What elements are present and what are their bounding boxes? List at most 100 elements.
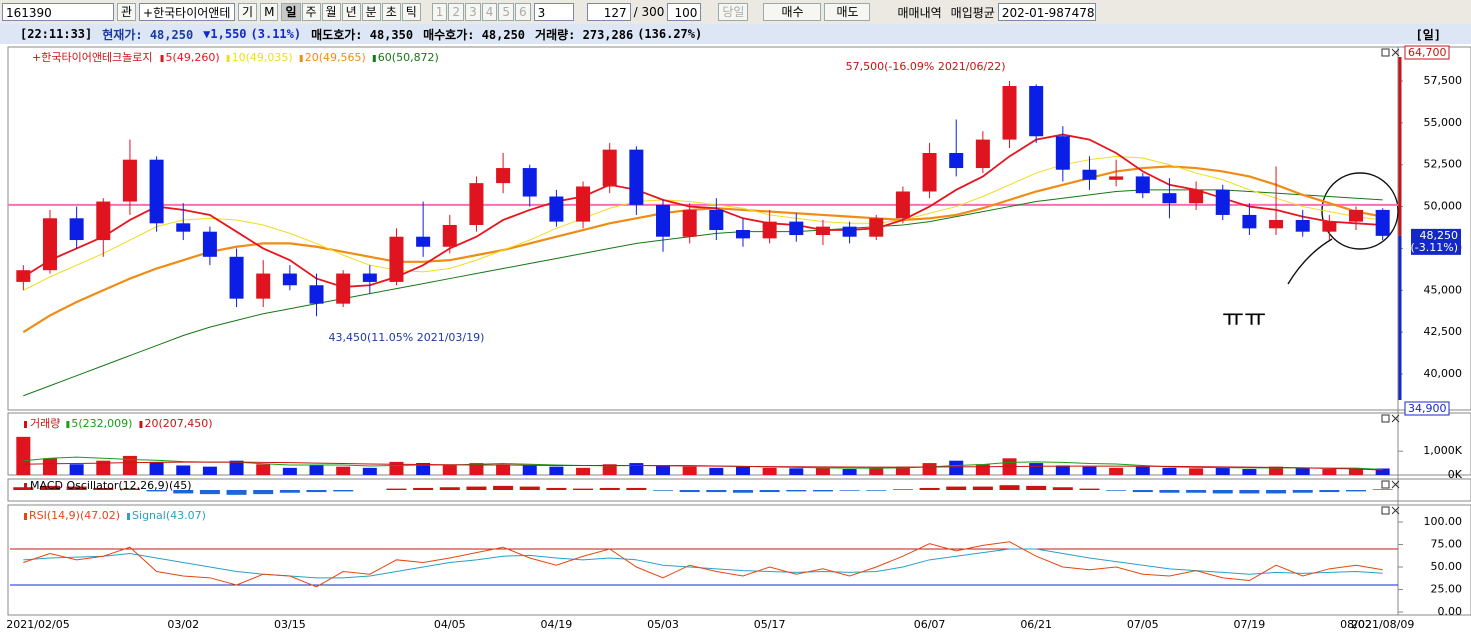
volume-bar [442, 465, 457, 475]
volume-ma-line [23, 461, 1383, 471]
avg-buy-check[interactable]: 매입평균 [950, 5, 995, 20]
period-button[interactable]: 년 [341, 3, 361, 21]
candle-body [1322, 221, 1337, 232]
handwritten-note: ㅠㅠ [1222, 304, 1266, 332]
info-bar: [22:11:33] 현재가: 48,250 ▼1,550 (3.11%) 매도… [0, 24, 1471, 44]
oscillator-bar [466, 486, 487, 490]
volume-bar [922, 463, 937, 475]
oscillator-bar [1132, 490, 1153, 493]
high-annotation: 57,500(-16.09% 2021/06/22) [846, 60, 1006, 73]
period-button[interactable]: 주 [301, 3, 321, 21]
x-tick-label: 05/17 [754, 618, 786, 631]
x-tick-label: 2021/08/09 [1351, 618, 1414, 631]
ma-line [23, 155, 1383, 291]
buy-button[interactable]: 매수 [763, 3, 822, 21]
candle-body [1349, 209, 1364, 222]
total: / 300 [633, 5, 665, 19]
legend-label: 20(207,450) [144, 417, 212, 430]
volume-bar [1269, 466, 1284, 475]
period-button[interactable]: 일 [281, 3, 301, 21]
number-button[interactable]: 3 [465, 3, 481, 21]
legend-swatch [66, 421, 70, 428]
change-pct: (3.11%) [250, 27, 302, 41]
number-button[interactable]: 5 [498, 3, 514, 21]
legend-label: RSI(14,9)(47.02) [29, 509, 120, 522]
period: [일] [1415, 27, 1442, 42]
x-tick-label: 03/15 [274, 618, 306, 631]
chart-title: MACD Oscillator(12,26,9)(45) [30, 479, 192, 492]
oscillator-bar [1159, 490, 1180, 493]
candle-body [1082, 169, 1097, 180]
candle-body [469, 183, 484, 225]
volume-bar [762, 467, 777, 475]
y-tick-label: 100.00 [1424, 515, 1463, 528]
x-tick-label: 06/21 [1020, 618, 1052, 631]
candle-body [1055, 136, 1070, 170]
candle-body [416, 236, 431, 247]
sell-button[interactable]: 매도 [824, 3, 871, 21]
trade-history-check[interactable]: 매매내역 [897, 5, 942, 20]
legend-label: 20(49,565) [305, 51, 366, 64]
volume-bar [789, 468, 804, 475]
oscillator-bar [706, 490, 727, 493]
volume-bar [1322, 469, 1337, 475]
panel-button [1381, 480, 1390, 489]
count-input[interactable]: 127 [586, 3, 631, 21]
oscillator-bar [839, 490, 860, 491]
legend-label: 10(49,035) [232, 51, 293, 64]
candle-body [1242, 214, 1257, 229]
oscillator-bar [173, 490, 194, 494]
oscillator-bar [439, 487, 460, 490]
panel-close [1391, 480, 1400, 489]
period-button[interactable]: 초 [381, 3, 401, 21]
oscillator-bar [732, 490, 753, 493]
account-select[interactable]: 202-01-987478 [997, 3, 1096, 21]
bid: 매수호가: 48,250 [423, 27, 526, 42]
panel-close [1391, 48, 1400, 57]
candle-body [709, 209, 724, 231]
hand-circle [1321, 172, 1399, 250]
period-button[interactable]: 분 [361, 3, 381, 21]
indicator-line [23, 541, 1383, 588]
zoom-input[interactable]: 100 [667, 3, 702, 21]
code-input[interactable]: 161390 [2, 3, 114, 21]
y-tick-label: 45,000 [1424, 283, 1463, 296]
m-button[interactable]: M [260, 3, 279, 21]
volume-bar [1215, 467, 1230, 475]
candle-body [16, 270, 31, 282]
number-button[interactable]: 4 [481, 3, 498, 21]
candle-body [176, 223, 191, 232]
hand-stroke [1287, 238, 1333, 285]
number-button[interactable]: 6 [514, 3, 531, 21]
volume-bar [522, 465, 537, 475]
oscillator-bar [812, 490, 833, 492]
candle-body [895, 191, 910, 219]
max-box [1404, 45, 1450, 60]
candle-body [1215, 189, 1230, 215]
volume-bar [1055, 465, 1070, 475]
number-button[interactable]: 2 [448, 3, 465, 21]
period-button[interactable]: 월 [321, 3, 341, 21]
gi-button[interactable]: 기 [238, 3, 258, 21]
period-button[interactable]: 틱 [401, 3, 421, 21]
stock-name[interactable]: +한국타이어앤테 [139, 3, 236, 21]
gwan-button[interactable]: 관 [117, 3, 137, 21]
change: ▼1,550 [203, 27, 247, 41]
ma-line [22, 165, 1383, 334]
volume-pct: (136.27%) [637, 27, 703, 41]
oscillator-bar [413, 487, 434, 490]
y-tick-label: 0K [1448, 468, 1463, 481]
candle-body [922, 152, 937, 192]
oscillator-bar [1292, 490, 1313, 493]
today-check[interactable]: 당일 [718, 3, 749, 21]
unit-select[interactable]: 3 [533, 3, 574, 21]
volume-bar [176, 465, 191, 475]
x-tick-label: 07/05 [1127, 618, 1159, 631]
candle-body [629, 149, 644, 205]
volume-bar [122, 455, 137, 475]
volume-bar [869, 467, 884, 475]
candle-body [389, 236, 404, 282]
number-button[interactable]: 1 [431, 3, 448, 21]
oscillator-bar [1186, 490, 1207, 493]
min-label: 34,900 [1408, 402, 1447, 415]
